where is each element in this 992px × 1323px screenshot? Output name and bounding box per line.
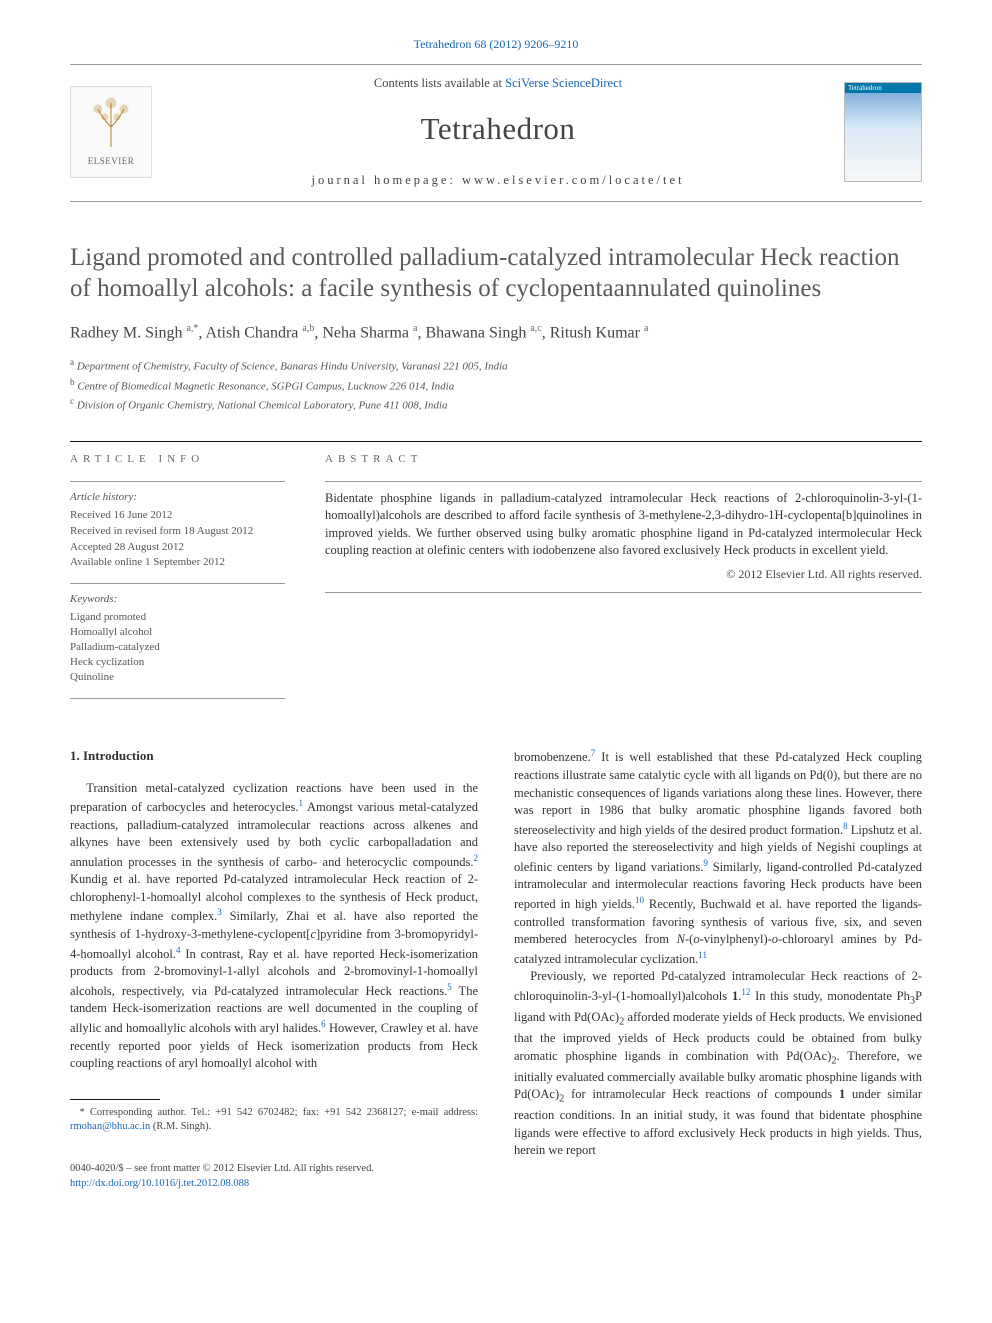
- homepage-line: journal homepage: www.elsevier.com/locat…: [152, 172, 844, 189]
- cover-label: Tetrahedron: [845, 83, 921, 93]
- abstract-rule: [325, 481, 922, 482]
- affiliation: b Centre of Biomedical Magnetic Resonanc…: [70, 376, 922, 396]
- paragraph: Transition metal-catalyzed cyclization r…: [70, 780, 478, 1073]
- history-label: Article history:: [70, 490, 285, 505]
- journal-cover-thumbnail: Tetrahedron: [844, 82, 922, 182]
- history-item: Accepted 28 August 2012: [70, 541, 184, 553]
- homepage-url[interactable]: www.elsevier.com/locate/tet: [462, 173, 685, 187]
- keywords-label: Keywords:: [70, 592, 285, 607]
- authors-line: Radhey M. Singh a,*, Atish Chandra a,b, …: [70, 322, 922, 344]
- front-matter-line: 0040-4020/$ – see front matter © 2012 El…: [70, 1162, 478, 1177]
- abstract-column: ABSTRACT Bidentate phosphine ligands in …: [325, 452, 922, 708]
- ai-rule: [70, 583, 285, 584]
- article-info-heading: ARTICLE INFO: [70, 452, 285, 467]
- keyword: Ligand promoted: [70, 610, 285, 625]
- article-title: Ligand promoted and controlled palladium…: [70, 242, 922, 305]
- contents-line: Contents lists available at SciVerse Sci…: [152, 75, 844, 92]
- history-item: Received 16 June 2012: [70, 509, 172, 521]
- contents-link[interactable]: SciVerse ScienceDirect: [505, 76, 622, 90]
- footnote-suffix: (R.M. Singh).: [150, 1121, 211, 1132]
- title-block: Ligand promoted and controlled palladium…: [70, 242, 922, 415]
- keyword: Quinoline: [70, 670, 285, 685]
- meta-row: ARTICLE INFO Article history: Received 1…: [70, 452, 922, 708]
- column-right: bromobenzene.7 It is well established th…: [514, 747, 922, 1191]
- footer-block: 0040-4020/$ – see front matter © 2012 El…: [70, 1162, 478, 1191]
- keywords-block: Ligand promoted Homoallyl alcohol Pallad…: [70, 610, 285, 684]
- column-left: 1. Introduction Transition metal-catalyz…: [70, 747, 478, 1191]
- history-item: Available online 1 September 2012: [70, 556, 225, 568]
- paragraph: bromobenzene.7 It is well established th…: [514, 747, 922, 968]
- journal-ref-link[interactable]: Tetrahedron 68 (2012) 9206–9210: [414, 37, 579, 51]
- abstract-copyright: © 2012 Elsevier Ltd. All rights reserved…: [325, 566, 922, 582]
- affiliations: a Department of Chemistry, Faculty of Sc…: [70, 356, 922, 415]
- keyword: Homoallyl alcohol: [70, 625, 285, 640]
- section-rule: [70, 441, 922, 442]
- history-item: Received in revised form 18 August 2012: [70, 525, 253, 537]
- corresponding-author-footnote: * Corresponding author. Tel.: +91 542 67…: [70, 1106, 478, 1134]
- ai-rule: [70, 481, 285, 482]
- keyword: Heck cyclization: [70, 655, 285, 670]
- tree-icon: [88, 97, 134, 149]
- doi-link[interactable]: http://dx.doi.org/10.1016/j.tet.2012.08.…: [70, 1178, 249, 1189]
- publisher-logo: ELSEVIER: [70, 86, 152, 178]
- footnote-text: * Corresponding author. Tel.: +91 542 67…: [79, 1107, 478, 1118]
- paragraph: Previously, we reported Pd-catalyzed int…: [514, 968, 922, 1159]
- footnote-email-link[interactable]: rmohan@bhu.ac.in: [70, 1121, 150, 1132]
- history-body: Received 16 June 2012 Received in revise…: [70, 508, 285, 572]
- article-info-column: ARTICLE INFO Article history: Received 1…: [70, 452, 285, 708]
- affiliation: a Department of Chemistry, Faculty of Sc…: [70, 356, 922, 376]
- ai-rule: [70, 698, 285, 699]
- body-columns: 1. Introduction Transition metal-catalyz…: [70, 747, 922, 1191]
- abstract-heading: ABSTRACT: [325, 452, 922, 467]
- section-heading: 1. Introduction: [70, 747, 478, 765]
- abstract-body: Bidentate phosphine ligands in palladium…: [325, 490, 922, 560]
- header-center: Contents lists available at SciVerse Sci…: [152, 75, 844, 189]
- footnote-rule: [70, 1099, 160, 1100]
- journal-name: Tetrahedron: [152, 108, 844, 150]
- journal-reference: Tetrahedron 68 (2012) 9206–9210: [70, 36, 922, 52]
- abstract-rule: [325, 592, 922, 593]
- journal-header: ELSEVIER Contents lists available at Sci…: [70, 64, 922, 202]
- homepage-prefix: journal homepage:: [312, 173, 463, 187]
- publisher-label: ELSEVIER: [88, 155, 135, 167]
- keyword: Palladium-catalyzed: [70, 640, 285, 655]
- affiliation: c Division of Organic Chemistry, Nationa…: [70, 395, 922, 415]
- contents-prefix: Contents lists available at: [374, 76, 505, 90]
